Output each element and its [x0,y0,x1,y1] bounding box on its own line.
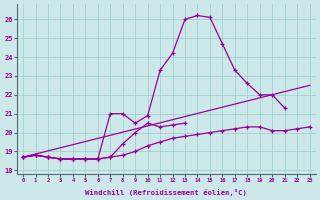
X-axis label: Windchill (Refroidissement éolien,°C): Windchill (Refroidissement éolien,°C) [85,189,247,196]
